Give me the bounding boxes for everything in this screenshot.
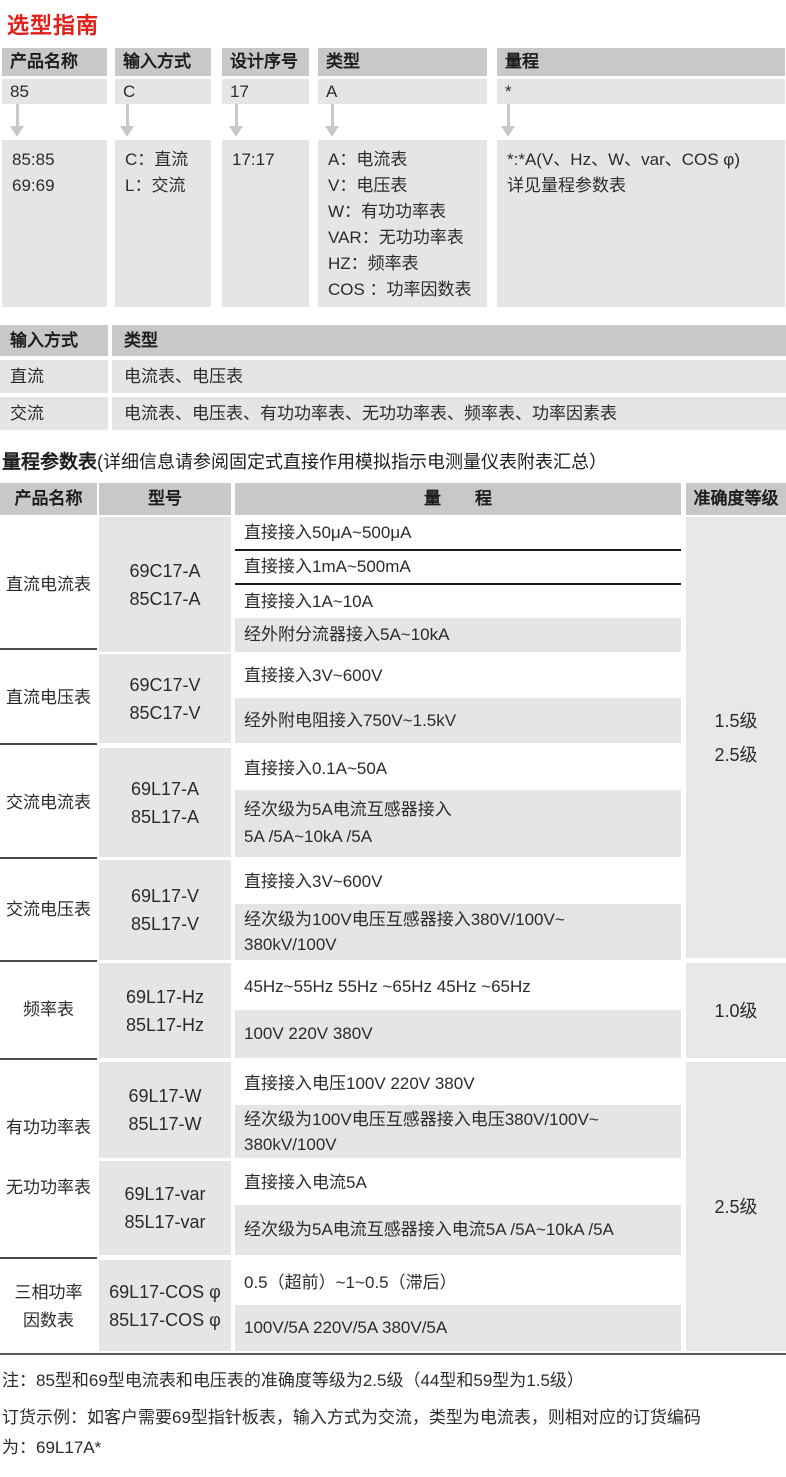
product-name-cell: 交流电压表: [6, 900, 91, 919]
product-name-cell: 直流电压表: [6, 688, 91, 707]
product-name-cell: 交流电流表: [6, 793, 91, 812]
model-cell: 69L17-Hz 85L17-Hz: [99, 963, 231, 1058]
model-cell: 69L17-A 85L17-A: [99, 748, 231, 857]
range-value-cell: 直接接入50μA~500μA: [235, 517, 681, 551]
down-arrow-icon: [120, 104, 134, 137]
table-bottom-border: [0, 1353, 786, 1355]
model-cell: 69L17-W 85L17-W: [99, 1062, 231, 1158]
down-arrow-icon: [325, 104, 339, 137]
range-parameters-table: 产品名称 型号 量 程 准确度等级 直流电流表 直流电压表 交流电流表 交流电压…: [0, 483, 786, 1355]
range-table-header-product: 产品名称: [0, 483, 97, 515]
model-cell: 69L17-V 85L17-V: [99, 860, 231, 960]
selector-code-series: 17: [222, 79, 309, 104]
model-cell: 69L17-var 85L17-var: [99, 1161, 231, 1255]
range-value-cell: 直接接入1A~10A: [235, 585, 681, 618]
selector-header-series: 设计序号: [222, 48, 309, 76]
order-example-line2: 为：69L17A*: [2, 1438, 102, 1457]
selector-detail-series: 17:17: [222, 140, 309, 307]
note-text: 注：85型和69型电流表和电压表的准确度等级为2.5级（44型和59型为1.5级…: [2, 1371, 584, 1390]
model-cell: 69C17-A 85C17-A: [99, 517, 231, 652]
selector-code-type: A: [318, 79, 487, 104]
selector-header-range: 量程: [497, 48, 785, 76]
selector-header-product: 产品名称: [2, 48, 107, 76]
range-value-cell: 直接接入3V~600V: [235, 654, 681, 698]
accuracy-cell: 1.0级: [686, 963, 786, 1058]
range-params-title-bold: 量程参数表: [2, 452, 98, 473]
selector-header-input: 输入方式: [115, 48, 211, 76]
accuracy-cell: 1.5级 2.5级: [686, 517, 786, 958]
group-separator-line: [0, 648, 97, 650]
range-value-cell: 100V 220V 380V: [235, 1010, 681, 1058]
group-separator-line: [0, 1058, 97, 1060]
input-table-row-dc-meters: 电流表、电压表: [112, 360, 786, 393]
range-value-cell: 经次级为5A电流互感器接入 5A /5A~10kA /5A: [235, 790, 681, 857]
selector-code-product: 85: [2, 79, 107, 104]
product-name-cell: 频率表: [23, 1000, 74, 1019]
down-arrow-icon: [10, 104, 24, 137]
selector-detail-product: 85:85 69:69: [2, 140, 107, 307]
range-value-cell: 直接接入3V~600V: [235, 860, 681, 904]
selector-detail-range: *:*A(V、Hz、W、var、COS φ) 详见量程参数表: [497, 140, 785, 307]
page-title: 选型指南: [7, 13, 100, 38]
product-name-cell: 有功功率表: [6, 1118, 91, 1137]
range-table-header-model: 型号: [99, 483, 231, 515]
accuracy-cell: 2.5级: [686, 1062, 786, 1351]
range-value-cell: 经外附分流器接入5A~10kA: [235, 618, 681, 652]
range-value-cell: 经外附电阻接入750V~1.5kV: [235, 698, 681, 743]
product-name-cell: 无功功率表: [6, 1178, 91, 1197]
range-table-header-accuracy: 准确度等级: [686, 483, 786, 515]
range-value-cell: 0.5（超前）~1~0.5（滞后）: [235, 1260, 681, 1305]
range-value-cell: 直接接入电压100V 220V 380V: [235, 1062, 681, 1105]
range-params-title: 量程参数表(详细信息请参阅固定式直接作用模拟指示电测量仪表附表汇总）: [2, 447, 607, 474]
input-table-header-type: 类型: [112, 325, 786, 356]
group-separator-line: [0, 960, 97, 962]
range-value-cell: 45Hz~55Hz 55Hz ~65Hz 45Hz ~65Hz: [235, 963, 681, 1010]
group-separator-line: [0, 857, 97, 859]
selector-detail-input: C：直流 L：交流: [115, 140, 211, 307]
order-example-line1: 订货示例：如客户需要69型指针板表，输入方式为交流，类型为电流表，则相对应的订货…: [2, 1408, 701, 1427]
range-value-cell: 经次级为100V电压互感器接入电压380V/100V~ 380kV/100V: [235, 1105, 681, 1158]
selector-header-type: 类型: [318, 48, 487, 76]
selector-code-input: C: [115, 79, 211, 104]
product-name-cell: 三相功率 因数表: [14, 1283, 83, 1330]
selector-detail-type: A：电流表 V：电压表 W：有功功率表 VAR：无功功率表 HZ：频率表 COS…: [318, 140, 487, 307]
range-table-header-range: 量 程: [235, 483, 681, 515]
product-name-cell: 直流电流表: [6, 575, 91, 594]
group-separator-line: [0, 1257, 97, 1259]
selector-code-range: *: [497, 79, 785, 104]
model-cell: 69L17-COS φ 85L17-COS φ: [99, 1260, 231, 1351]
input-table-row-ac-label: 交流: [0, 397, 108, 430]
input-table-header-input: 输入方式: [0, 325, 108, 356]
range-value-cell: 100V/5A 220V/5A 380V/5A: [235, 1305, 681, 1351]
model-cell: 69C17-V 85C17-V: [99, 654, 231, 743]
range-value-cell: 经次级为5A电流互感器接入电流5A /5A~10kA /5A: [235, 1205, 681, 1255]
input-table-row-dc-label: 直流: [0, 360, 108, 393]
range-value-cell: 直接接入0.1A~50A: [235, 748, 681, 790]
down-arrow-icon: [501, 104, 515, 137]
range-value-cell: 直接接入电流5A: [235, 1161, 681, 1205]
input-table-row-ac-meters: 电流表、电压表、有功功率表、无功功率表、频率表、功率因素表: [112, 397, 786, 430]
range-value-cell: 经次级为100V电压互感器接入380V/100V~ 380kV/100V: [235, 904, 681, 960]
range-params-title-note: (详细信息请参阅固定式直接作用模拟指示电测量仪表附表汇总）: [97, 452, 608, 472]
down-arrow-icon: [229, 104, 243, 137]
range-value-cell: 直接接入1mA~500mA: [235, 551, 681, 585]
group-separator-line: [0, 743, 97, 745]
